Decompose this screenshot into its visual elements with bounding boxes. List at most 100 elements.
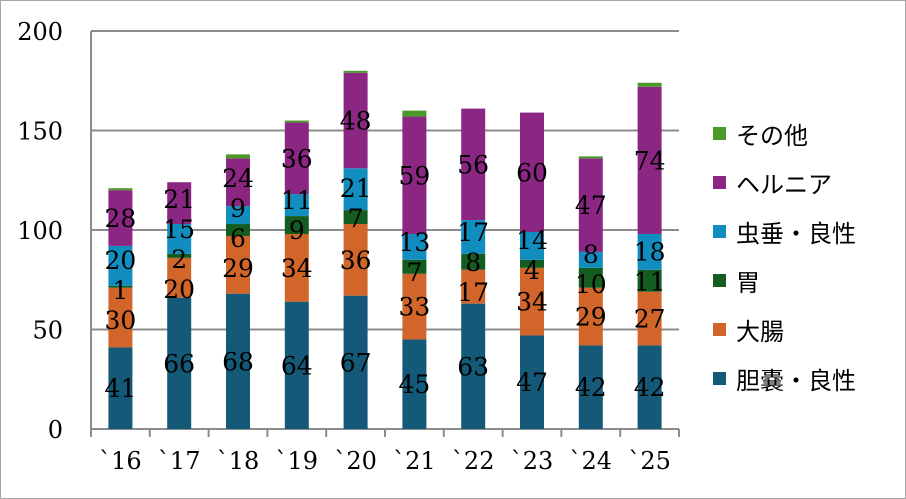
data-label: 9 <box>230 194 246 223</box>
x-tick-label: `22 <box>452 447 495 475</box>
data-label: 48 <box>340 107 372 136</box>
data-label: 20 <box>104 246 136 275</box>
legend-label: 大腸 <box>736 318 784 346</box>
data-label: 56 <box>457 150 489 179</box>
y-tick-label: 200 <box>17 18 63 46</box>
data-label: 74 <box>634 146 666 175</box>
data-label: 29 <box>222 254 254 283</box>
data-label: 29 <box>575 303 607 332</box>
data-label: 10 <box>575 270 607 299</box>
bar-segment <box>402 259 427 274</box>
bar-segment <box>226 154 250 159</box>
x-tick-label: `19 <box>276 447 319 475</box>
bar-segment <box>343 295 368 429</box>
legend-item: 胃 <box>713 256 856 305</box>
data-label: 1 <box>112 276 128 305</box>
data-label: 8 <box>465 248 481 277</box>
data-label: 47 <box>516 368 548 397</box>
data-label: 34 <box>516 288 548 317</box>
data-label: 42 <box>634 373 666 402</box>
x-tick-label: `20 <box>334 447 377 475</box>
legend-item: 大腸 <box>713 305 856 354</box>
data-label: 33 <box>398 293 430 322</box>
bar-segment <box>461 253 486 270</box>
bar-segment <box>520 335 544 429</box>
data-label: 63 <box>457 352 489 381</box>
x-tick-label: `23 <box>511 447 554 475</box>
data-label: 24 <box>222 164 254 193</box>
bar-segment <box>637 269 662 292</box>
data-label: 45 <box>398 370 430 399</box>
data-label: 59 <box>398 161 430 190</box>
data-label: 13 <box>398 228 430 257</box>
bar-segment <box>402 273 427 340</box>
bar-segment <box>637 233 662 270</box>
y-tick-label: 150 <box>17 118 63 146</box>
bar-segment <box>461 269 486 304</box>
legend-swatch <box>713 176 726 189</box>
data-label: 47 <box>575 191 607 220</box>
bar-segment <box>402 110 427 117</box>
bar-segment <box>520 231 544 260</box>
data-label: 36 <box>340 246 372 275</box>
legend-label: その他 <box>736 122 808 150</box>
y-tick-label: 0 <box>48 416 63 444</box>
data-label: 7 <box>348 204 364 233</box>
bar-segment <box>226 206 250 225</box>
bar-segment <box>284 233 309 302</box>
data-label: 2 <box>171 245 187 274</box>
bar-segment <box>637 345 662 429</box>
legend-label: 胃 <box>736 269 760 297</box>
legend-item: ヘルニア <box>713 158 856 207</box>
x-tick-label: `16 <box>99 447 142 475</box>
bar-segment <box>402 339 427 429</box>
bar-segment <box>461 220 486 254</box>
legend-swatch <box>713 323 726 336</box>
bar-segment <box>520 259 544 268</box>
bar-segment <box>284 122 309 195</box>
data-label: 66 <box>163 349 195 378</box>
bar-segment <box>167 297 192 429</box>
x-tick-label: `17 <box>158 447 201 475</box>
bar-segment <box>284 194 309 217</box>
bar-segment <box>108 190 133 246</box>
data-label: 68 <box>222 347 254 376</box>
x-tick-label: `18 <box>217 447 260 475</box>
bar-segment <box>637 291 662 346</box>
data-label: 34 <box>281 254 313 283</box>
bar-segment <box>578 156 603 159</box>
bar-segment <box>578 345 603 429</box>
data-label: 14 <box>516 226 548 255</box>
bar-segment <box>108 347 133 429</box>
bar-segment <box>520 267 544 336</box>
data-label: 36 <box>281 144 313 173</box>
y-tick-label: 50 <box>32 317 63 345</box>
bar-segment <box>578 251 603 268</box>
legend-swatch <box>713 372 726 385</box>
bar-segment <box>343 224 368 296</box>
bar-segment <box>226 235 250 294</box>
data-label: 8 <box>583 240 599 269</box>
x-tick-label: `21 <box>393 447 436 475</box>
bar-segment <box>578 158 603 252</box>
data-label: 4 <box>524 256 540 285</box>
data-label: 60 <box>516 158 548 187</box>
bar-segment <box>284 216 309 234</box>
data-label: 67 <box>340 348 372 377</box>
legend-label: 胆嚢・良性 <box>736 367 856 395</box>
y-tick-label: 100 <box>17 217 63 245</box>
bar-segment <box>343 70 368 73</box>
legend-item: 胆嚢・良性 <box>713 354 856 403</box>
legend-label: 虫垂・良性 <box>736 220 856 248</box>
data-label: 11 <box>281 186 313 215</box>
bar-segment <box>108 188 133 191</box>
bar-segment <box>226 158 250 207</box>
bar-segment <box>284 301 309 429</box>
legend-swatch <box>713 274 726 287</box>
bar-segment <box>637 82 662 87</box>
data-label: 27 <box>634 305 666 334</box>
legend-item: 虫垂・良性 <box>713 207 856 256</box>
bar-segment <box>578 267 603 288</box>
data-label: 17 <box>457 278 489 307</box>
